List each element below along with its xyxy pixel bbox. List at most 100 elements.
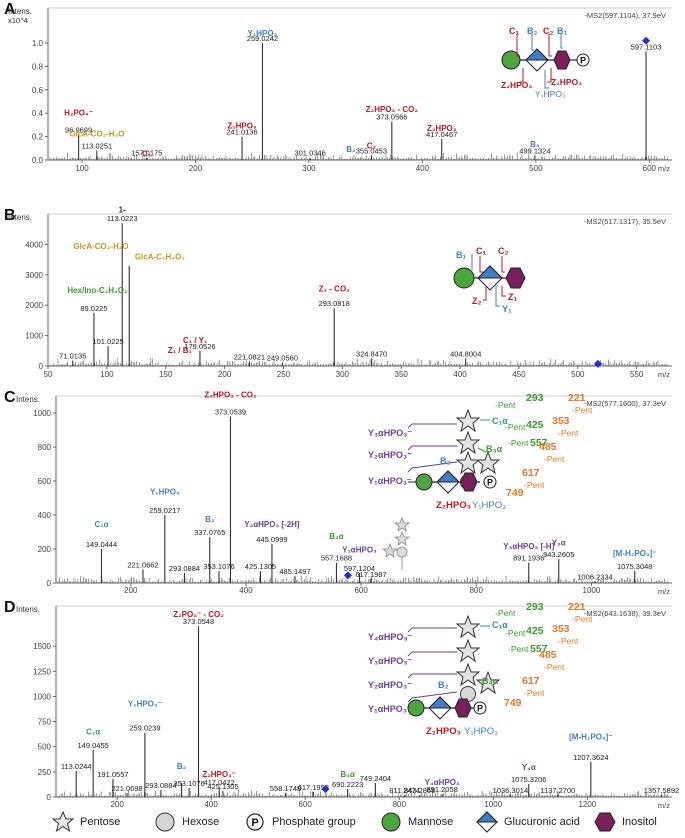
- fragment-annotation: Y₄α: [522, 763, 536, 772]
- x-tick-label: 100: [75, 164, 89, 173]
- peak-label: 425.1305: [245, 562, 276, 571]
- legend-item-glucuronic: Glucuronic acid: [476, 808, 580, 836]
- y-tick-label: 1500: [33, 642, 51, 651]
- inset-d-loss: -Pent: [572, 614, 593, 624]
- y-axis-label: Intens.: [16, 395, 40, 404]
- peak-label: 221.0821: [234, 352, 265, 361]
- glycan-inset-c: P C₁α Y₃αHPO₃⁻ Y₂αHPO₃⁻ Y₁αHPO₃⁻ B₂ B₃α …: [368, 392, 593, 511]
- peak-label: 149.0455: [78, 741, 109, 750]
- mannose-icon: [381, 812, 401, 832]
- peak-label: 293.0818: [319, 299, 350, 308]
- fragment-annotation: C₁ / Y₁: [183, 336, 208, 345]
- peak-label: 293.0884: [169, 564, 200, 573]
- y-scale-label: x10^4: [8, 16, 28, 25]
- x-tick-label: 1200: [578, 800, 596, 809]
- inset-c-loss: -Pent: [558, 428, 579, 438]
- x-tick-label: 800: [470, 586, 484, 595]
- panel-letter-d: D: [4, 599, 16, 616]
- glucuronic-acid-icon: [476, 811, 498, 833]
- fragment-annotation: Z₁ / B₁: [168, 346, 193, 355]
- legend-label: Inositol: [622, 816, 657, 828]
- precursor-marker: [642, 36, 651, 45]
- inset-c-loss: -Pent: [572, 405, 593, 415]
- fragment-annotation: GlcA-CO₂-H₂O: [69, 130, 124, 139]
- y-tick-label: 1000: [33, 692, 51, 701]
- peak-label: 157.0175: [131, 149, 162, 158]
- inset-c-loss: 293: [526, 392, 544, 404]
- y-tick-label: 250: [38, 768, 52, 777]
- y-tick-label: 3000: [25, 271, 43, 280]
- inset-c-label: Y₃αHPO₃⁻: [368, 428, 412, 438]
- fragment-annotation: H₂PO₄⁻: [64, 109, 93, 118]
- fragment-annotation: Z₁HPO₃: [227, 121, 257, 130]
- pentose-icon: [52, 811, 74, 833]
- peak-label: 259.0217: [149, 506, 180, 515]
- inset-c-loss: 749: [506, 487, 524, 499]
- peak-label: 259.0239: [129, 724, 160, 733]
- panel-letter-b: B: [4, 207, 16, 224]
- legend-item-hexose: Hexose: [154, 808, 219, 836]
- inositol-icon: [454, 698, 472, 718]
- fragment-annotation: Y₁HPO₃: [248, 29, 278, 38]
- y-tick-label: 200: [38, 545, 52, 554]
- x-axis-label: m/z: [658, 801, 670, 810]
- y-tick-label: 1000: [33, 409, 51, 418]
- inset-c-label: B₂: [440, 456, 451, 466]
- x-tick-label: 50: [44, 370, 53, 379]
- y-tick-label: 500: [38, 743, 52, 752]
- peak-label: 445.0999: [256, 535, 287, 544]
- x-tick-label: 400: [416, 164, 430, 173]
- peak-label: 891.1936: [513, 554, 544, 563]
- legend-label: Mannose: [408, 816, 454, 828]
- fragment-annotation: Z₂HPO₃ - CO₂: [204, 391, 257, 400]
- inset-c-label: B₃α: [486, 444, 503, 454]
- x-axis-label: m/z: [658, 164, 670, 173]
- y-tick-label: 600: [38, 477, 52, 486]
- y-tick-label: 800: [38, 443, 52, 452]
- inset-a-label: Z₁HPO₃: [551, 77, 582, 87]
- inset-d-loss: 293: [526, 601, 544, 613]
- phosphate-symbol: P: [580, 56, 586, 66]
- peak-label: 355.0453: [356, 146, 387, 155]
- inset-c-label: Z₂HPO₃: [436, 500, 471, 511]
- peak-label: 417.0422: [204, 778, 235, 787]
- inset-c-label: C₁α: [492, 416, 508, 426]
- peak-label: 324.8470: [356, 349, 387, 358]
- pentose-icon: [455, 408, 481, 433]
- peak-label: 617.1953: [298, 783, 329, 792]
- fragment-annotation: Y₁αHPO₃: [342, 545, 377, 554]
- peak-label: 1075.3048: [617, 562, 652, 571]
- pentose-icon: [455, 638, 481, 663]
- inset-c-loss: -Pent: [508, 438, 529, 448]
- fragment-annotation: Y₃α: [552, 539, 566, 548]
- fragment-annotation: Z₂ - CO₂: [319, 285, 351, 294]
- inset-d-loss: 485: [539, 649, 557, 661]
- inset-d-label: Y₄αHPO₃⁻: [368, 632, 412, 642]
- inset-b-label: B₁: [456, 250, 466, 260]
- y-tick-label: 1000: [25, 332, 43, 341]
- noise-peaks: [57, 575, 668, 583]
- y-tick-label: 1.0: [32, 39, 44, 48]
- inset-d-loss: -Pent: [524, 688, 545, 698]
- pentose-icon: [455, 662, 481, 687]
- inset-d-loss: 353: [552, 623, 570, 635]
- x-tick-label: 300: [302, 164, 316, 173]
- inset-b-label: C₂: [498, 246, 509, 256]
- x-tick-label: 600: [354, 586, 368, 595]
- peak-label: 499.1324: [519, 146, 550, 155]
- peak-label: 1006.2334: [577, 572, 612, 581]
- peak-label: 221.0662: [127, 560, 158, 569]
- inset-a-label: C₁: [509, 26, 519, 36]
- fragment-annotation: 1-: [119, 205, 126, 214]
- legend-label: Glucuronic acid: [504, 816, 580, 828]
- y-tick-label: 0.0: [32, 156, 44, 165]
- inositol-icon: [594, 812, 616, 832]
- peak-label: 179.0526: [184, 342, 215, 351]
- peak-label: 259.0242: [247, 34, 278, 43]
- x-tick-label: 1000: [484, 800, 502, 809]
- y-tick-label: 0.2: [32, 133, 44, 142]
- spectrum-title: -MS2(597.1104), 37.9eV: [584, 11, 666, 20]
- symbol-legend: Pentose Hexose P Phosphate group Mannose…: [0, 808, 685, 836]
- inositol-icon: [505, 267, 526, 289]
- precursor-marker: [593, 359, 602, 368]
